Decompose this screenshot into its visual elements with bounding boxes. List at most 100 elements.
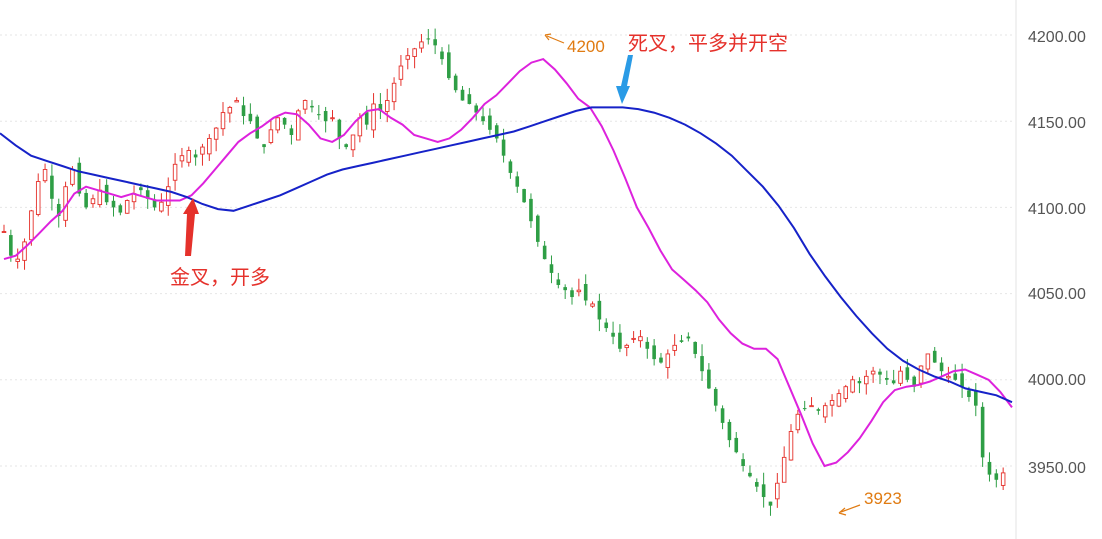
candle-body (707, 369, 711, 389)
candle-body (391, 82, 397, 103)
candle-body (994, 473, 999, 480)
candle-body (611, 332, 615, 337)
y-tick-label: 4050.00 (1028, 286, 1086, 303)
candle-body (659, 357, 663, 363)
candle-body (775, 482, 780, 500)
y-tick-label: 4150.00 (1028, 115, 1086, 132)
candle-body (679, 340, 684, 342)
y-axis: 4200.00 4150.00 4100.00 4050.00 4000.00 … (1028, 29, 1086, 477)
candle-body (645, 341, 650, 349)
candle-body (624, 344, 630, 349)
red-arrow-icon (183, 198, 199, 256)
candle-body (433, 39, 437, 46)
candle-body (665, 353, 671, 368)
candle-body (932, 350, 937, 363)
candle-body (597, 300, 602, 320)
candle-body (384, 100, 390, 112)
candle-body (440, 51, 444, 60)
candle-body (364, 112, 369, 125)
candle-body (522, 189, 526, 203)
candle-body (97, 189, 103, 206)
candle-body (460, 89, 465, 101)
blue-arrow-icon (616, 55, 633, 104)
candle-body (275, 117, 280, 131)
candle-body (693, 341, 697, 354)
candle-body (378, 103, 383, 111)
candles (1, 28, 1006, 516)
candle-body (802, 408, 807, 410)
candle-body (885, 378, 889, 380)
candle-body (357, 117, 363, 137)
candle-body (248, 113, 253, 122)
candle-body (220, 112, 226, 130)
candle-body (22, 241, 27, 261)
y-tick-label: 3950.00 (1028, 460, 1086, 477)
candle-body (652, 345, 656, 360)
candle-body (42, 169, 48, 182)
candle-body (213, 127, 219, 140)
grid-lines (0, 34, 1012, 467)
candle-body (843, 386, 849, 399)
death-cross-annotation: 死叉，平多并开空 (616, 31, 788, 104)
candle-body (570, 290, 574, 298)
candle-body (618, 332, 622, 349)
low-value-label: 3923 (864, 489, 902, 508)
candle-body (741, 459, 745, 466)
candle-body (563, 287, 567, 291)
candle-body (419, 41, 424, 49)
candle-body (734, 437, 739, 453)
candle-body (310, 105, 314, 108)
candle-body (398, 65, 404, 80)
candle-body (713, 388, 718, 406)
candle-body (90, 198, 96, 205)
candle-body (515, 176, 520, 187)
candle-body (576, 289, 582, 293)
candle-body (494, 125, 499, 139)
candle-body (337, 119, 342, 139)
candle-body (467, 94, 472, 104)
candle-body (412, 48, 417, 57)
candle-body (255, 116, 260, 139)
candle-body (145, 190, 150, 199)
low-marker-line (840, 504, 861, 513)
candle-body (987, 461, 992, 475)
candle-body (159, 201, 164, 212)
high-marker-arrowhead (544, 33, 552, 41)
candle-body (829, 400, 835, 406)
candle-body (56, 204, 61, 217)
candle-body (193, 154, 198, 158)
death-cross-label: 死叉，平多并开空 (628, 31, 788, 55)
candle-body (508, 161, 513, 173)
candle-body (761, 484, 766, 498)
candle-body (481, 116, 485, 122)
candle-body (727, 421, 732, 441)
candle-body (535, 215, 540, 242)
candle-body (207, 137, 212, 155)
candle-body (302, 100, 308, 110)
candle-body (35, 181, 41, 215)
candle-body (768, 501, 773, 506)
candle-body (426, 38, 431, 40)
candle-body (542, 245, 547, 260)
candle-body (638, 336, 643, 342)
candle-body (350, 134, 356, 151)
candle-body (344, 144, 348, 148)
candle-body (905, 367, 910, 380)
candle-body (918, 365, 924, 384)
candle-body (234, 100, 239, 103)
golden-cross-label: 金叉，开多 (170, 265, 270, 289)
candle-body (898, 370, 903, 384)
candle-body (720, 408, 725, 423)
candle-body (925, 353, 931, 370)
candle-body (891, 380, 896, 384)
candle-body (556, 279, 561, 285)
candle-body (111, 200, 116, 208)
candle-body (980, 406, 985, 458)
candle-body (179, 155, 185, 162)
candle-body (912, 376, 916, 387)
y-tick-label: 4000.00 (1028, 372, 1086, 389)
high-marker-line (546, 35, 565, 44)
candle-body (77, 162, 82, 194)
candle-body (227, 106, 233, 114)
